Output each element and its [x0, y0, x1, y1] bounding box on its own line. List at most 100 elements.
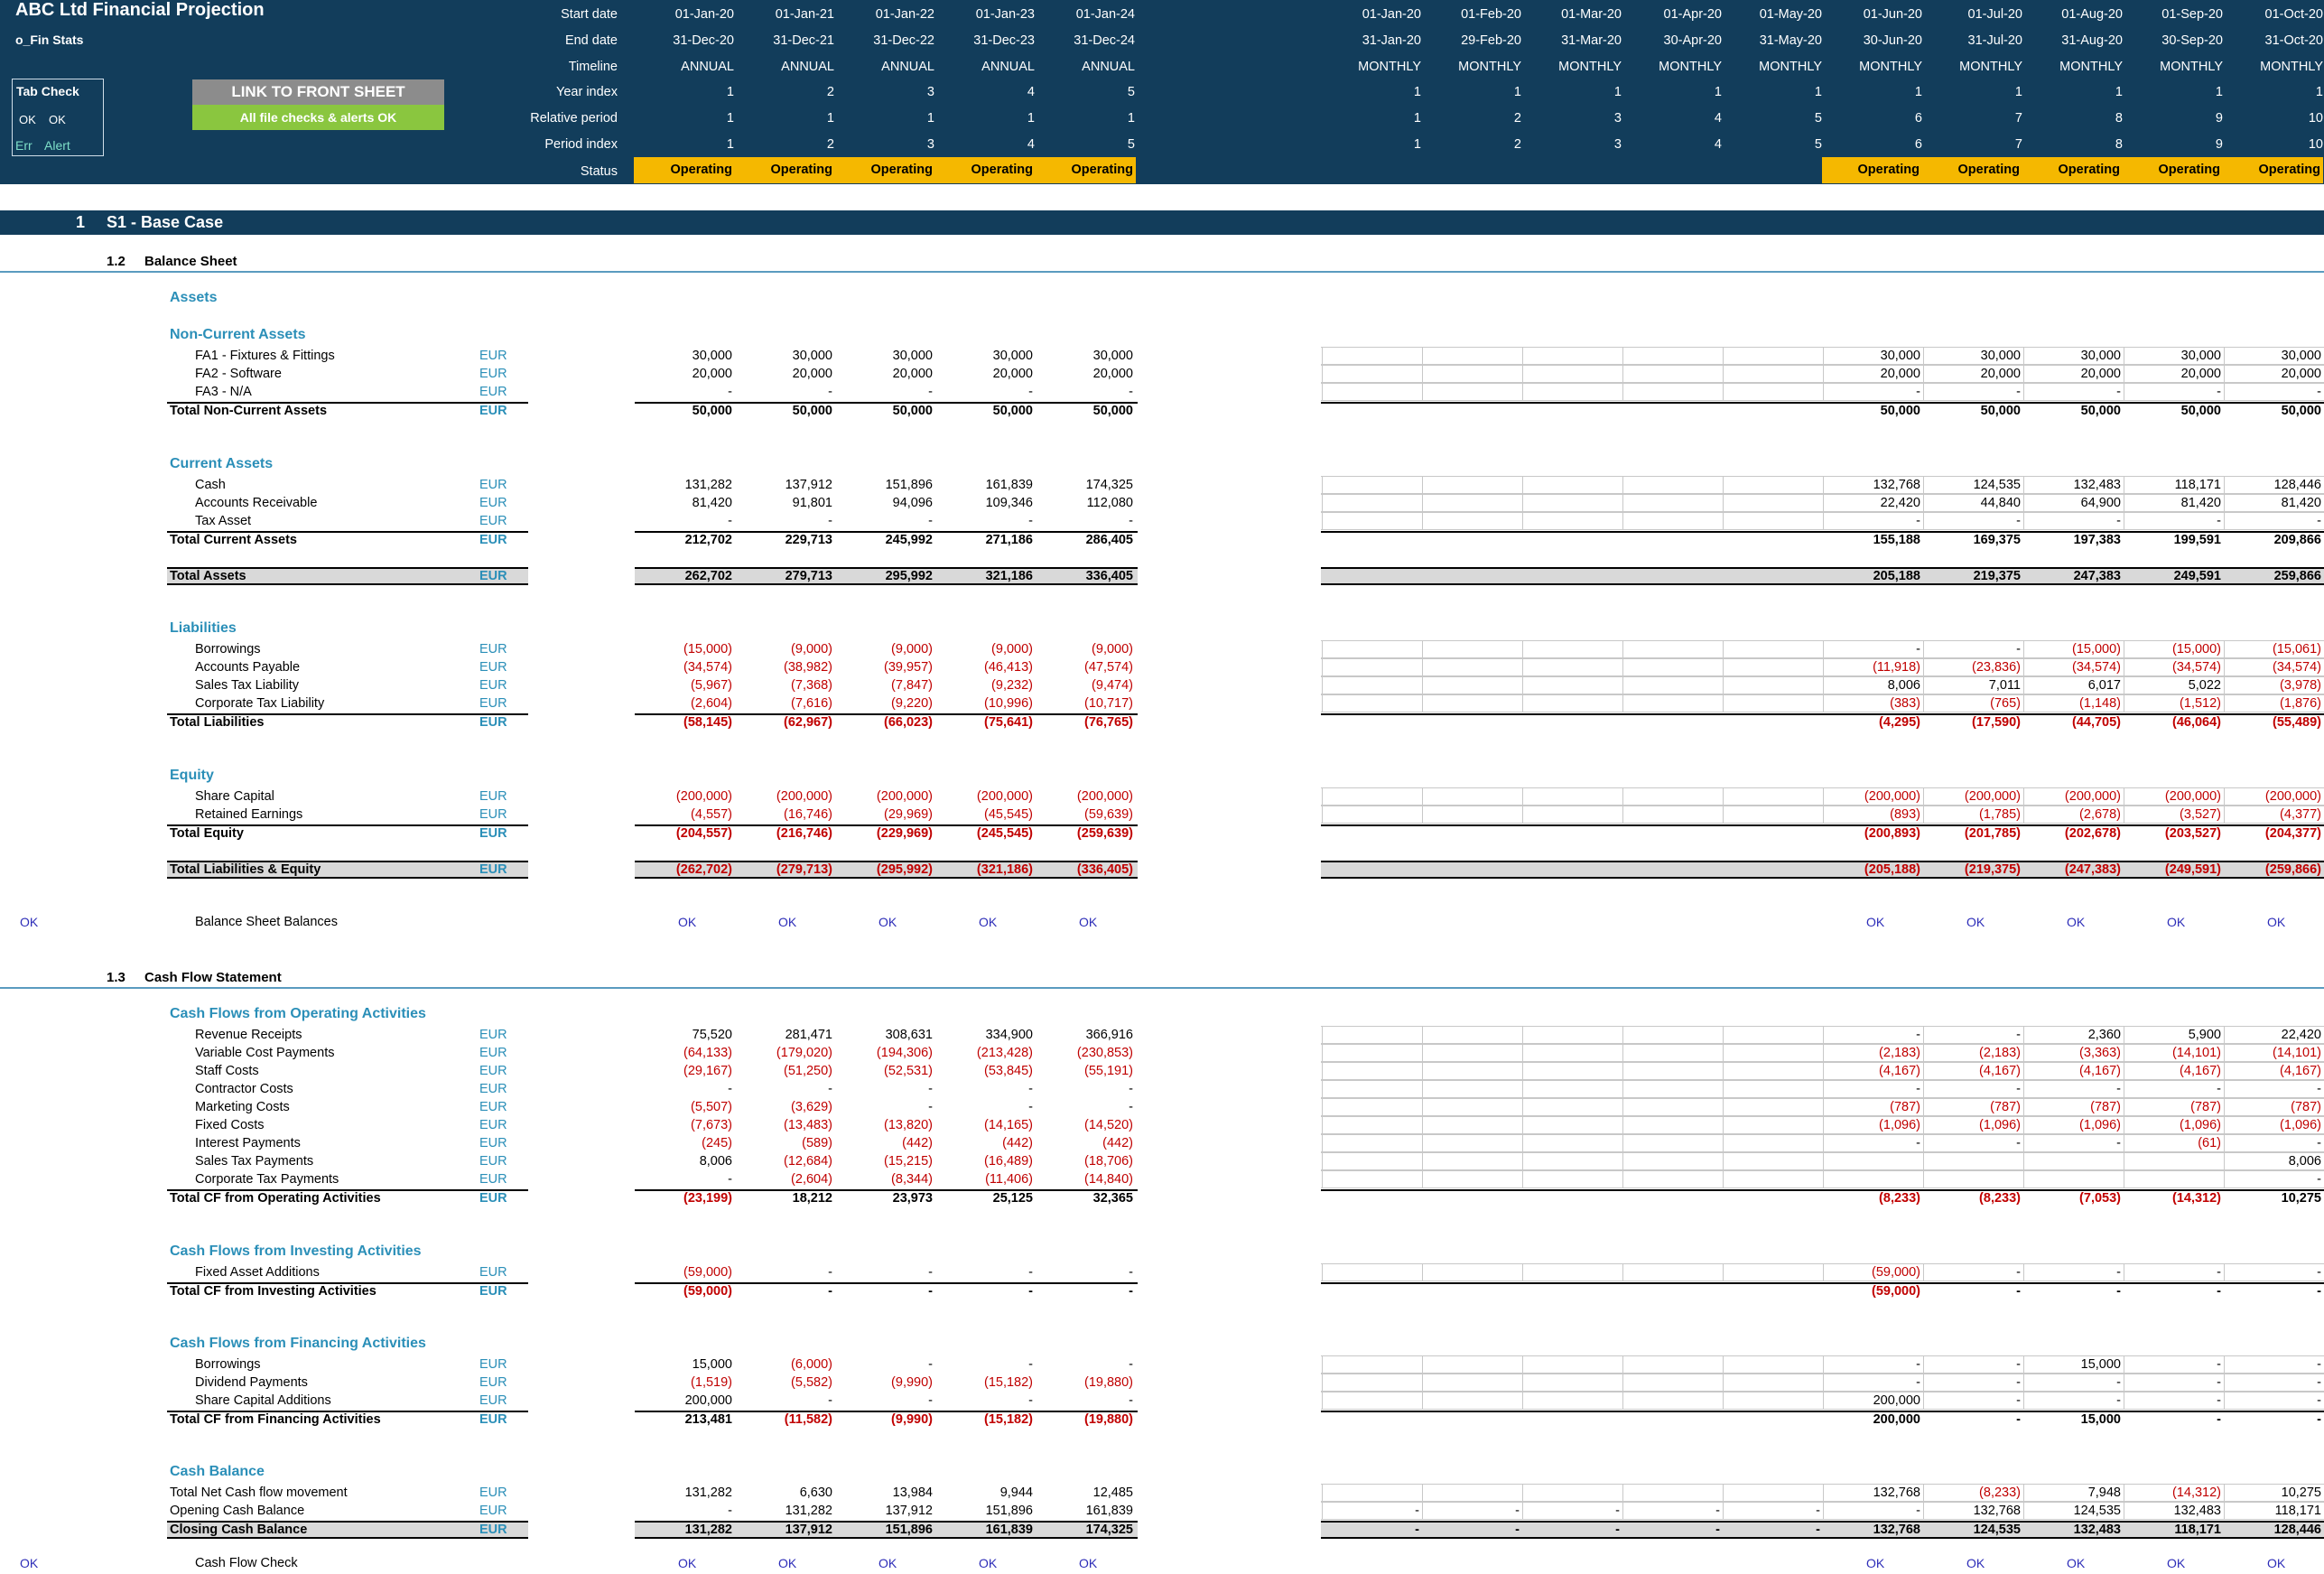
monthly-value-cell: -: [2217, 1357, 2221, 1372]
total-band: [635, 567, 1138, 585]
total-line: [1321, 824, 2324, 826]
grid-cell-border: [2023, 1153, 2024, 1169]
monthly-value-cell: 132,768: [1873, 1523, 1920, 1537]
annual-rel-cell: 1: [726, 111, 734, 126]
annual-value-cell: -: [928, 1284, 933, 1299]
monthly-value-cell: -: [2016, 1412, 2021, 1427]
annual-value-cell: 229,713: [785, 533, 832, 547]
row-label: Total Current Assets: [170, 533, 297, 547]
monthly-grid-row: [1321, 1355, 2324, 1374]
status-operating-badge: Operating: [634, 157, 735, 183]
annual-value-cell: (55,191): [1083, 1064, 1133, 1078]
monthly-value-cell: 15,000: [2080, 1412, 2121, 1427]
annual-value-cell: 25,125: [992, 1191, 1033, 1206]
monthly-value-cell: 50,000: [2281, 404, 2321, 418]
monthly-value-cell: -: [2217, 385, 2221, 399]
check-cell: OK: [778, 1556, 797, 1570]
monthly-value-cell: 155,188: [1873, 533, 1920, 547]
annual-year-cell: 5: [1127, 85, 1135, 99]
grid-cell-border: [1723, 1099, 1724, 1115]
grid-cell-border: [1422, 677, 1423, 694]
annual-value-cell: -: [928, 1100, 933, 1114]
link-to-front-sheet-button[interactable]: LINK TO FRONT SHEET: [192, 79, 444, 105]
monthly-value-cell: -: [1415, 1523, 1419, 1537]
annual-value-cell: 50,000: [892, 404, 933, 418]
monthly-value-cell: (787): [1890, 1100, 1920, 1114]
monthly-value-cell: 200,000: [1873, 1412, 1920, 1427]
grid-cell-border: [1622, 806, 1623, 823]
grid-cell-border: [1823, 1503, 1824, 1519]
monthly-value-cell: (46,064): [2171, 715, 2221, 730]
annual-idx-cell: 1: [726, 137, 734, 152]
grid-cell-border: [1723, 1503, 1724, 1519]
annual-value-cell: 50,000: [992, 404, 1033, 418]
annual-value-cell: (75,641): [983, 715, 1033, 730]
row-unit: EUR: [479, 1154, 507, 1169]
monthly-value-cell: -: [2317, 1265, 2321, 1280]
annual-value-cell: 131,282: [684, 1523, 732, 1537]
header-row-label: Start date: [561, 7, 618, 22]
grid-cell-border: [1422, 384, 1423, 400]
annual-value-cell: (7,673): [691, 1118, 732, 1132]
monthly-value-cell: (59,000): [1871, 1265, 1920, 1280]
header-row-label: Year index: [556, 85, 618, 99]
annual-value-cell: -: [1129, 1357, 1133, 1372]
monthly-value-cell: 8,006: [2288, 1154, 2321, 1169]
grid-cell-border: [1823, 677, 1824, 694]
monthly-value-cell: -: [2016, 1284, 2021, 1299]
monthly-value-cell: -: [2217, 1082, 2221, 1096]
grid-cell-border: [1923, 1027, 1924, 1043]
annual-start-cell: 01-Jan-24: [1075, 7, 1135, 22]
row-unit: EUR: [479, 1064, 507, 1078]
grid-cell-border: [2224, 1171, 2225, 1187]
row-label: Accounts Receivable: [195, 496, 318, 510]
monthly-value-cell: (61): [2198, 1136, 2221, 1150]
monthly-grid-row: [1321, 383, 2324, 401]
annual-value-cell: (245,545): [976, 826, 1033, 841]
monthly-value-cell: 5,900: [2188, 1028, 2221, 1042]
grid-cell-border: [1522, 1485, 1523, 1501]
monthly-value-cell: (14,101): [2171, 1046, 2221, 1060]
row-label: Corporate Tax Liability: [195, 696, 325, 711]
grid-cell-border: [1422, 1392, 1423, 1409]
grid-cell-border: [2023, 1063, 2024, 1079]
annual-value-cell: (9,220): [891, 696, 933, 711]
monthly-start-cell: 01-Aug-20: [2061, 7, 2123, 22]
grid-cell-border: [2224, 1356, 2225, 1373]
grid-cell-border: [1923, 366, 1924, 382]
grid-cell-border: [2224, 1117, 2225, 1133]
monthly-value-cell: -: [2016, 1375, 2021, 1390]
annual-value-cell: (5,967): [691, 678, 732, 693]
annual-value-cell: (14,520): [1083, 1118, 1133, 1132]
monthly-value-cell: (203,527): [2164, 826, 2221, 841]
row-unit: EUR: [479, 367, 507, 381]
grid-cell-border: [1322, 1356, 1323, 1373]
row-label: Opening Cash Balance: [170, 1504, 305, 1518]
check-cell: OK: [678, 1556, 697, 1570]
grid-cell-border: [1522, 1135, 1523, 1151]
grid-cell-border: [1422, 1264, 1423, 1281]
annual-value-cell: (9,000): [1092, 642, 1133, 657]
grid-cell-border: [1322, 1171, 1323, 1187]
grid-cell-border: [1622, 1153, 1623, 1169]
annual-start-cell: 01-Jan-20: [674, 7, 734, 22]
annual-end-cell: 31-Dec-24: [1074, 33, 1135, 48]
monthly-value-cell: -: [2016, 514, 2021, 528]
monthly-value-cell: -: [2016, 1393, 2021, 1408]
grid-cell-border: [1823, 806, 1824, 823]
grid-cell-border: [1723, 1374, 1724, 1391]
monthly-value-cell: 124,535: [1973, 478, 2021, 492]
annual-value-cell: (9,232): [991, 678, 1033, 693]
grid-cell-border: [1622, 366, 1623, 382]
monthly-grid-row: [1321, 1098, 2324, 1116]
grid-cell-border: [1622, 1264, 1623, 1281]
annual-value-cell: 50,000: [692, 404, 732, 418]
monthly-value-cell: -: [1816, 1504, 1820, 1518]
monthly-value-cell: (44,705): [2071, 715, 2121, 730]
monthly-value-cell: 50,000: [1980, 404, 2021, 418]
monthly-value-cell: (3,978): [2280, 678, 2321, 693]
grid-cell-border: [2023, 641, 2024, 657]
annual-value-cell: (15,182): [983, 1375, 1033, 1390]
monthly-value-cell: (55,489): [2272, 715, 2321, 730]
row-label: Tax Asset: [195, 514, 252, 528]
